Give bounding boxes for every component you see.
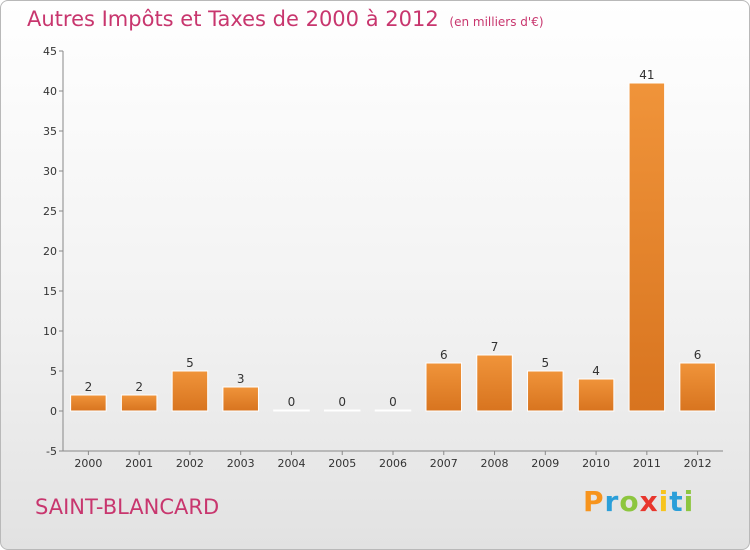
y-tick-label: 10 xyxy=(43,325,57,338)
x-tick-label-2006: 2006 xyxy=(379,457,407,470)
x-tick-label-2004: 2004 xyxy=(277,457,305,470)
bar-2005 xyxy=(323,409,361,412)
data-label-2008: 7 xyxy=(491,340,499,354)
logo-letter: t xyxy=(669,485,684,518)
bar-2004 xyxy=(273,409,310,412)
y-tick-label: 0 xyxy=(50,405,57,418)
logo-letter: o xyxy=(619,485,640,518)
y-tick-label: 15 xyxy=(43,285,57,298)
chart-subtitle: (en milliers d'€) xyxy=(449,15,544,29)
bar-2002 xyxy=(171,370,209,412)
logo-letter: i xyxy=(683,485,695,518)
x-tick-label-2007: 2007 xyxy=(430,457,458,470)
y-tick-label: 5 xyxy=(50,365,57,378)
y-tick-label: 45 xyxy=(43,45,57,58)
data-label-2001: 2 xyxy=(135,380,143,394)
logo-letter: P xyxy=(583,485,605,518)
y-tick-label: 25 xyxy=(43,205,57,218)
y-tick-label: 20 xyxy=(43,245,57,258)
data-label-2007: 6 xyxy=(440,348,448,362)
y-tick-label: 35 xyxy=(43,125,57,138)
y-tick-label: 40 xyxy=(43,85,57,98)
bar-2006 xyxy=(374,409,412,412)
x-tick-label-2009: 2009 xyxy=(531,457,559,470)
title-text: Autres Impôts et Taxes de 2000 à 2012 xyxy=(27,7,439,31)
proxiti-logo: Proxiti xyxy=(583,485,694,518)
x-tick-label-2000: 2000 xyxy=(74,457,102,470)
y-tick-label: -5 xyxy=(46,445,57,458)
data-label-2010: 4 xyxy=(592,364,600,378)
chart-title: Autres Impôts et Taxes de 2000 à 2012 (e… xyxy=(27,7,544,31)
data-label-2003: 3 xyxy=(237,372,245,386)
bar-2009 xyxy=(527,370,564,412)
logo-letter: r xyxy=(604,485,620,518)
data-label-2009: 5 xyxy=(541,356,549,370)
bar-2001 xyxy=(120,394,158,412)
x-tick-label-2010: 2010 xyxy=(582,457,610,470)
commune-name: SAINT-BLANCARD xyxy=(35,495,220,519)
x-tick-label-2011: 2011 xyxy=(633,457,661,470)
data-label-2012: 6 xyxy=(694,348,702,362)
data-label-2004: 0 xyxy=(288,395,296,409)
bar-2008 xyxy=(476,354,513,412)
logo-letter: x xyxy=(639,485,659,518)
x-tick-label-2003: 2003 xyxy=(227,457,255,470)
x-tick-label-2002: 2002 xyxy=(176,457,204,470)
x-tick-label-2008: 2008 xyxy=(481,457,509,470)
data-label-2011: 41 xyxy=(639,68,654,82)
bar-2007 xyxy=(425,362,463,412)
bar-2010 xyxy=(577,378,615,412)
x-tick-label-2005: 2005 xyxy=(328,457,356,470)
x-tick-label-2001: 2001 xyxy=(125,457,153,470)
y-tick-label: 30 xyxy=(43,165,57,178)
data-label-2006: 0 xyxy=(389,395,397,409)
bar-2003 xyxy=(222,386,259,412)
logo-letter: i xyxy=(658,485,670,518)
bar-2012 xyxy=(679,362,716,412)
bar-2011 xyxy=(628,82,666,412)
data-label-2000: 2 xyxy=(85,380,93,394)
x-tick-label-2012: 2012 xyxy=(684,457,712,470)
data-label-2005: 0 xyxy=(338,395,346,409)
data-label-2002: 5 xyxy=(186,356,194,370)
bar-2000 xyxy=(70,394,107,412)
